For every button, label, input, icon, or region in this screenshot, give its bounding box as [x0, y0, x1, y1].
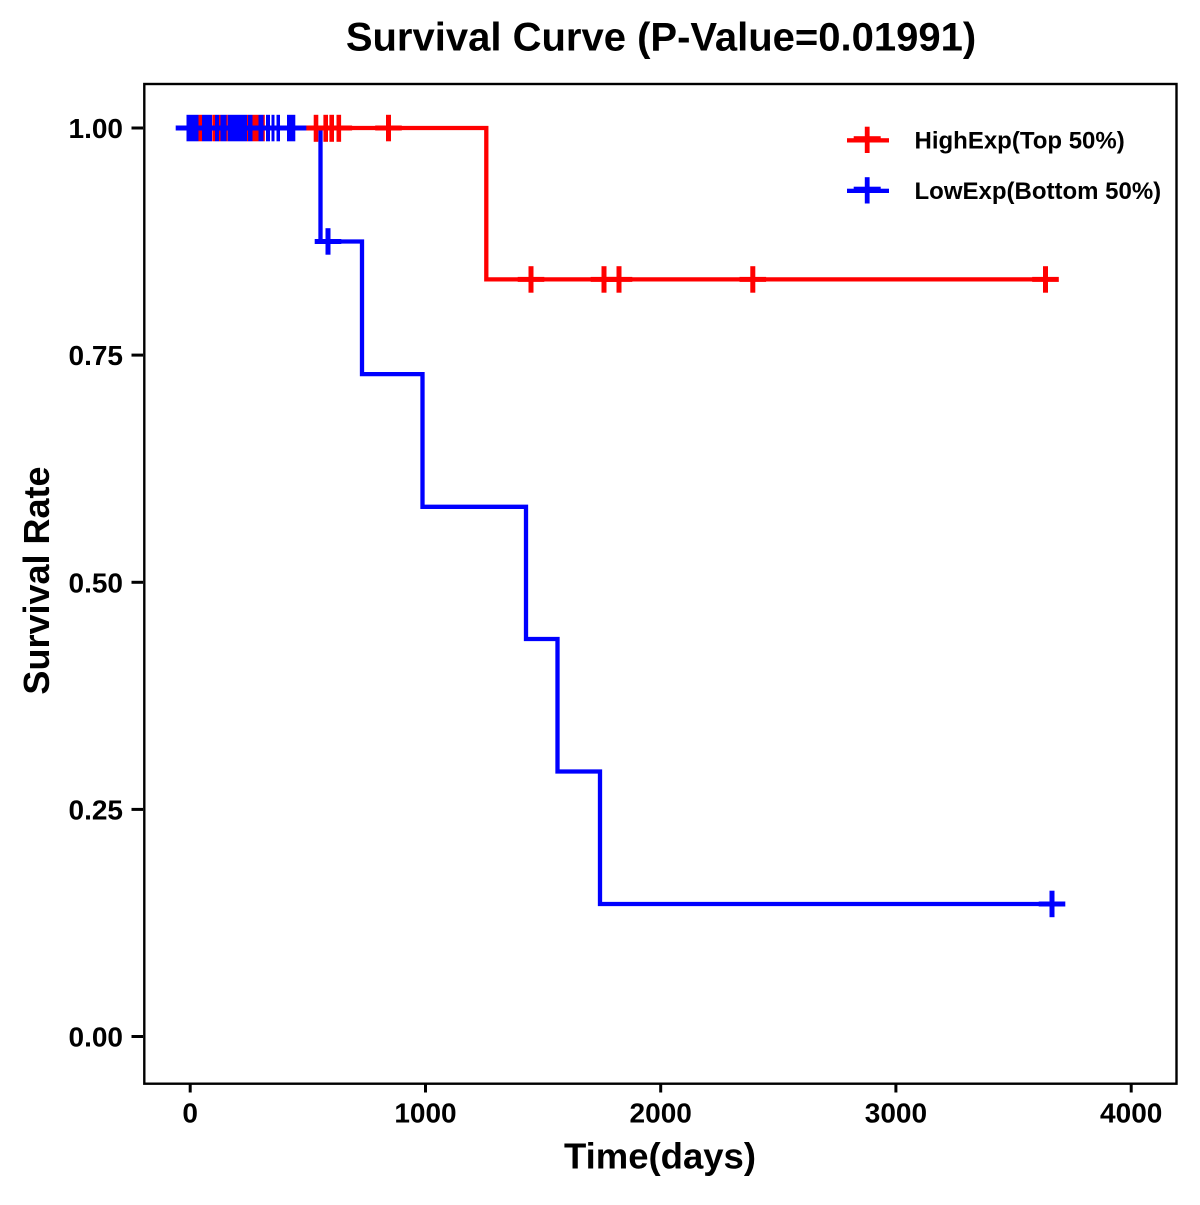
svg-text:HighExp(Top 50%): HighExp(Top 50%) [915, 127, 1125, 154]
svg-text:4000: 4000 [1100, 1098, 1162, 1129]
svg-text:Time(days): Time(days) [564, 1136, 756, 1177]
svg-text:1.00: 1.00 [69, 113, 124, 144]
svg-text:0.75: 0.75 [69, 340, 124, 371]
svg-text:LowExp(Bottom 50%): LowExp(Bottom 50%) [915, 178, 1162, 205]
svg-text:2000: 2000 [630, 1098, 692, 1129]
svg-text:Survival Curve (P-Value=0.0199: Survival Curve (P-Value=0.01991) [346, 16, 976, 60]
svg-text:0.00: 0.00 [69, 1022, 124, 1053]
svg-text:3000: 3000 [865, 1098, 927, 1129]
svg-text:0.25: 0.25 [69, 794, 124, 825]
svg-text:0.50: 0.50 [69, 567, 124, 598]
svg-text:Survival Rate: Survival Rate [16, 466, 57, 694]
svg-text:0: 0 [182, 1098, 198, 1129]
svg-text:1000: 1000 [394, 1098, 456, 1129]
